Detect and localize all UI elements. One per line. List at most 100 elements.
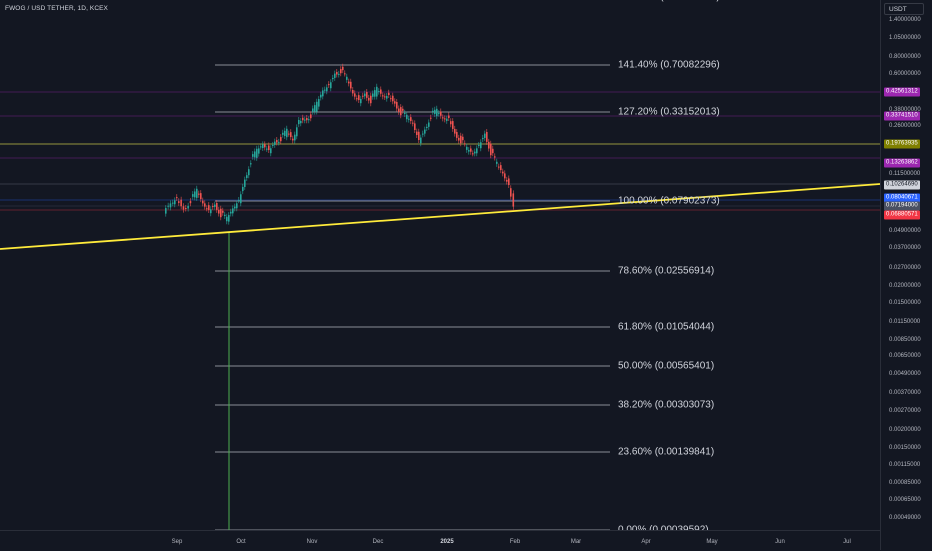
candle-body bbox=[458, 137, 460, 141]
price-level-label: 0.33741510 bbox=[884, 111, 920, 121]
price-tick-label: 0.04900000 bbox=[889, 228, 921, 234]
price-tick-label: 0.02700000 bbox=[889, 265, 921, 271]
candle-body bbox=[480, 142, 482, 149]
fib-level-label: 61.80% (0.01054044) bbox=[618, 321, 715, 333]
fib-level-label: 100.00% (0.07902373) bbox=[618, 195, 720, 207]
candle-body bbox=[276, 140, 278, 143]
candle-body bbox=[306, 118, 308, 121]
trendline bbox=[0, 183, 880, 250]
candle-body bbox=[410, 117, 412, 122]
candle-body bbox=[284, 130, 286, 136]
candle-body bbox=[490, 143, 492, 156]
candle-body bbox=[272, 144, 274, 146]
candle-body bbox=[400, 107, 402, 116]
candle-body bbox=[214, 204, 216, 207]
candle-body bbox=[228, 215, 230, 222]
candle-body bbox=[252, 154, 254, 157]
time-tick-label: Apr bbox=[641, 539, 651, 545]
candle-body bbox=[380, 89, 382, 94]
time-tick-label: Jul bbox=[843, 539, 851, 545]
chart-area[interactable]: FWOG / USD TETHER, 1D, KCEX 161.80% (2.0… bbox=[0, 0, 880, 530]
time-axis[interactable]: Sep Oct Nov Dec 2025 Feb Mar Apr May Jun Jul bbox=[0, 530, 880, 551]
candle-body bbox=[326, 87, 328, 92]
candle-body bbox=[358, 95, 360, 100]
candle-body bbox=[242, 186, 244, 192]
candle-body bbox=[482, 137, 484, 140]
candle-body bbox=[396, 102, 398, 109]
candle-body bbox=[182, 206, 185, 210]
candle-body bbox=[304, 119, 306, 121]
candle-body bbox=[454, 128, 456, 134]
candle-body bbox=[372, 93, 374, 97]
candle-body bbox=[236, 203, 238, 209]
price-tick-label: 0.26000000 bbox=[889, 123, 921, 129]
price-level-label: 0.07194000 bbox=[884, 201, 920, 211]
candle-body bbox=[462, 136, 464, 141]
price-chart-canvas[interactable] bbox=[0, 0, 880, 530]
price-tick-label: 0.60000000 bbox=[889, 71, 921, 77]
candle-body bbox=[504, 173, 506, 179]
candle-body bbox=[340, 69, 342, 74]
time-tick-label: Mar bbox=[570, 539, 582, 545]
candle-body bbox=[500, 165, 502, 171]
candle-body bbox=[404, 112, 406, 114]
candle-body bbox=[416, 131, 418, 135]
price-tick-label: 0.11500000 bbox=[889, 171, 921, 177]
price-tick-label: 0.00049000 bbox=[889, 515, 921, 521]
candle-body bbox=[274, 141, 276, 145]
candle-body bbox=[488, 141, 490, 149]
time-tick-label: Jun bbox=[775, 539, 785, 545]
candle-body bbox=[165, 208, 167, 214]
candle-body bbox=[200, 193, 202, 200]
fib-level-label: 38.20% (0.00303073) bbox=[618, 399, 715, 411]
candle-body bbox=[440, 111, 442, 116]
candle-body bbox=[432, 110, 434, 112]
candle-body bbox=[402, 108, 404, 111]
candle-body bbox=[176, 197, 178, 199]
candle-body bbox=[266, 148, 268, 150]
fib-level-label: 23.60% (0.00139841) bbox=[618, 446, 715, 458]
candle-body bbox=[192, 194, 194, 197]
candle-body bbox=[398, 108, 400, 112]
candle-body bbox=[364, 93, 366, 97]
candle-body bbox=[302, 117, 304, 121]
symbol-title[interactable]: FWOG / USD TETHER, 1D, KCEX bbox=[5, 5, 108, 12]
candle-body bbox=[412, 122, 414, 124]
candle-body bbox=[232, 208, 234, 214]
candle-body bbox=[414, 123, 416, 130]
candle-body bbox=[508, 178, 510, 185]
candle-body bbox=[202, 200, 204, 204]
price-tick-label: 0.03700000 bbox=[889, 245, 921, 251]
candle-body bbox=[492, 148, 494, 154]
candle-body bbox=[384, 96, 386, 98]
candle-body bbox=[218, 209, 220, 214]
candle-body bbox=[178, 201, 180, 203]
candle-body bbox=[320, 94, 322, 98]
candle-body bbox=[282, 132, 284, 135]
candle-body bbox=[450, 121, 452, 125]
candle-body bbox=[264, 144, 266, 148]
price-tick-label: 0.01150000 bbox=[889, 319, 921, 325]
candle-body bbox=[360, 98, 362, 104]
candle-body bbox=[290, 132, 292, 138]
candle-body bbox=[474, 151, 476, 154]
price-tick-label: 0.00065000 bbox=[889, 497, 921, 503]
candle-body bbox=[254, 151, 256, 158]
candle-body bbox=[216, 203, 218, 210]
candle-body bbox=[187, 205, 189, 209]
candle-body bbox=[328, 84, 330, 86]
candle-body bbox=[406, 114, 408, 120]
price-tick-label: 1.05000000 bbox=[889, 35, 921, 41]
candle-body bbox=[167, 205, 169, 207]
price-level-label: 0.10264690 bbox=[884, 180, 920, 190]
candle-body bbox=[332, 77, 334, 80]
currency-selector[interactable]: USDT bbox=[884, 3, 924, 15]
candle-body bbox=[300, 120, 302, 124]
candle-body bbox=[352, 90, 354, 94]
candle-body bbox=[230, 211, 232, 214]
candle-body bbox=[240, 194, 242, 204]
price-tick-label: 0.38000000 bbox=[889, 107, 921, 113]
candle-body bbox=[418, 131, 420, 140]
time-tick-label: Nov bbox=[306, 539, 318, 545]
candle-body bbox=[206, 208, 208, 210]
